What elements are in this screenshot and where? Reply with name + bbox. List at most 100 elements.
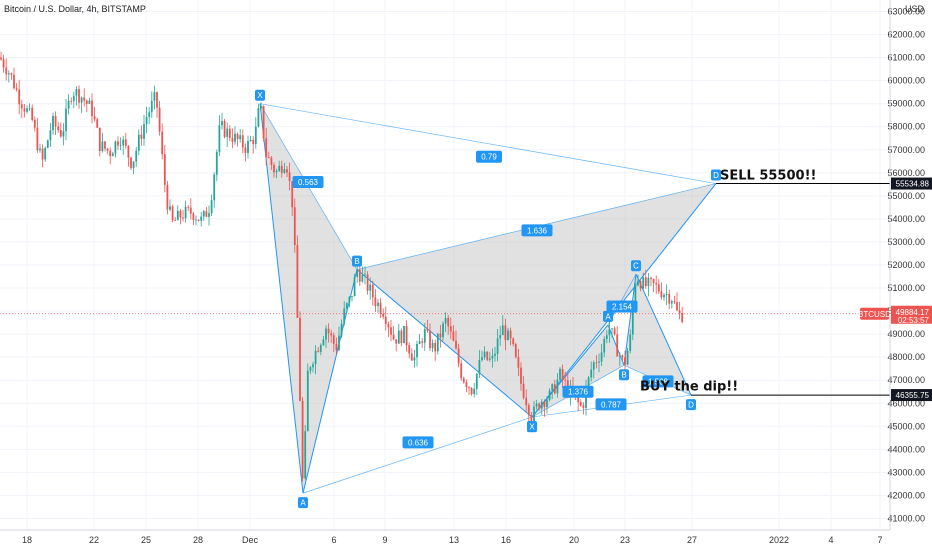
pattern1-ratio: 1.636 [521,224,553,237]
candle-body [158,107,161,132]
candle-body [481,357,483,361]
candle-body [132,161,135,169]
candle-body [244,147,247,154]
candle-body [247,140,249,154]
candle-body [314,350,317,365]
candles [0,51,684,482]
candle-body [488,358,491,360]
candle-body [408,345,411,354]
candle-body [642,277,645,289]
chart-title: Bitcoin / U.S. Dollar, 4h, BITSTAMP [4,4,146,14]
pattern2-point-a: A [603,310,613,322]
ratio-box [292,176,324,189]
candle-body [369,284,372,291]
point-label-text: A [605,312,611,321]
candle-body [192,213,195,220]
y-tick-label: 63000.00 [887,7,925,17]
candle-body [426,329,429,331]
candle-body [15,88,18,90]
candle-body [507,330,509,341]
candle-body [447,318,450,327]
candle-body [26,108,28,112]
candle-body [31,107,34,120]
candle-body [312,364,314,368]
candle-body [535,403,538,407]
candle-body [496,338,499,354]
candle-body [629,334,632,351]
candle-body [218,125,221,152]
pattern2-point-x: X [527,421,537,433]
pattern1-ratio: 0.563 [292,176,324,189]
candle-body [210,200,213,214]
pattern1-point-b: B [352,255,362,267]
symbol-label: BTCUSD [858,310,891,319]
candle-body [504,325,507,341]
candle-body [119,145,122,147]
candle-body [514,344,517,358]
candle-body [280,165,283,173]
candle-body [364,274,366,276]
y-tick-label: 46000.00 [887,398,925,408]
candle-body [452,331,455,341]
candle-body [176,210,179,221]
point-label-text: B [354,257,359,266]
ratio-box [562,385,594,398]
candle-body [486,351,489,360]
candle-body [267,157,270,159]
candle-body [600,352,603,362]
candle-body [83,97,86,101]
pattern1-leg [259,103,304,494]
candle-body [663,295,665,298]
candle-body [13,74,15,89]
x-tick-label: 9 [382,535,387,545]
candle-body [478,360,481,374]
candle-body [70,100,73,102]
candle-body [41,148,44,160]
candle-body [556,379,559,394]
point-label-box [711,169,721,181]
candle-body [598,361,600,363]
candle-body [444,318,447,324]
candle-body [475,373,478,389]
price-marker: 55534.88 [891,177,932,190]
candle-body [93,116,96,120]
candle-body [676,302,678,311]
candle-body [104,141,106,149]
candle-body [179,210,182,218]
candle-body [23,108,26,112]
candle-body [618,355,621,357]
candle-body [135,150,138,162]
candle-body [657,284,660,292]
candle-body [613,328,616,335]
candle-body [195,219,197,221]
x-tick-label: 6 [331,535,336,545]
candle-body [392,334,395,340]
candle-body [455,340,457,349]
y-tick-label: 49000.00 [887,329,925,339]
candle-body [208,213,210,217]
ratio-text: 2.154 [612,302,633,311]
point-label-text: B [621,371,626,380]
candle-body [582,405,585,408]
candle-body [382,313,385,317]
y-tick-label: 57000.00 [887,145,925,155]
candle-body [145,116,148,125]
candle-body [7,73,10,75]
candle-body [512,338,515,345]
x-tick-label: 16 [501,535,511,545]
candle-body [54,115,57,127]
y-tick-label: 45000.00 [887,421,925,431]
candle-body [262,105,265,139]
point-label-text: D [713,171,719,180]
candle-body [114,141,117,154]
candle-body [660,291,663,298]
candle-body [106,148,109,151]
symbol-box [860,307,889,320]
candle-body [309,367,312,371]
candle-body [296,245,299,318]
candle-body [184,206,187,219]
x-tick-label: 22 [89,535,99,545]
candle-body [499,335,502,339]
